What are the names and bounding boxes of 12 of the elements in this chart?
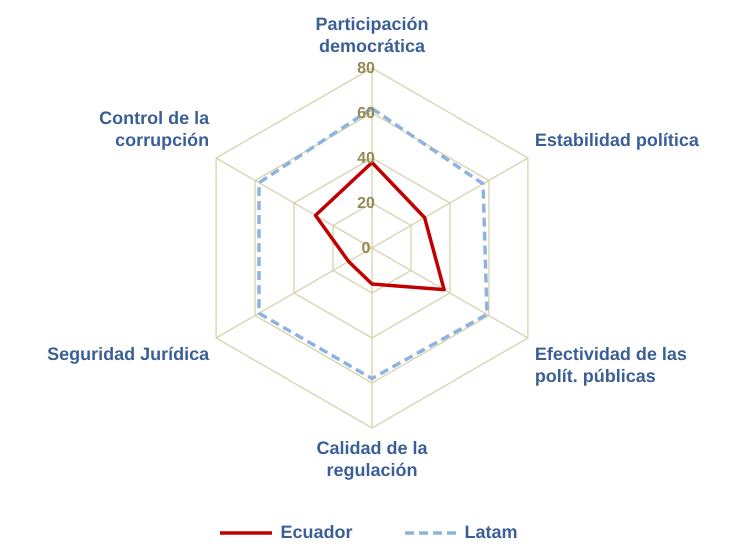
- y-tick-label: 20: [357, 195, 375, 212]
- spoke-label: Calidad de la regulación: [316, 438, 428, 480]
- spoke-label: Participación democrática: [315, 14, 429, 56]
- spoke-label: Control de la corrupción: [99, 108, 210, 150]
- spoke-label: Efectividad de las polít. públicas: [534, 344, 687, 386]
- y-tick-label: 0: [362, 240, 371, 257]
- y-tick-label: 80: [357, 60, 375, 77]
- spoke-label: Seguridad Jurídica: [47, 344, 210, 364]
- y-tick-label: 40: [357, 150, 375, 167]
- spoke-label: Estabilidad política: [534, 130, 700, 150]
- legend-label: Ecuador: [280, 522, 352, 543]
- legend-label: Latam: [464, 522, 518, 543]
